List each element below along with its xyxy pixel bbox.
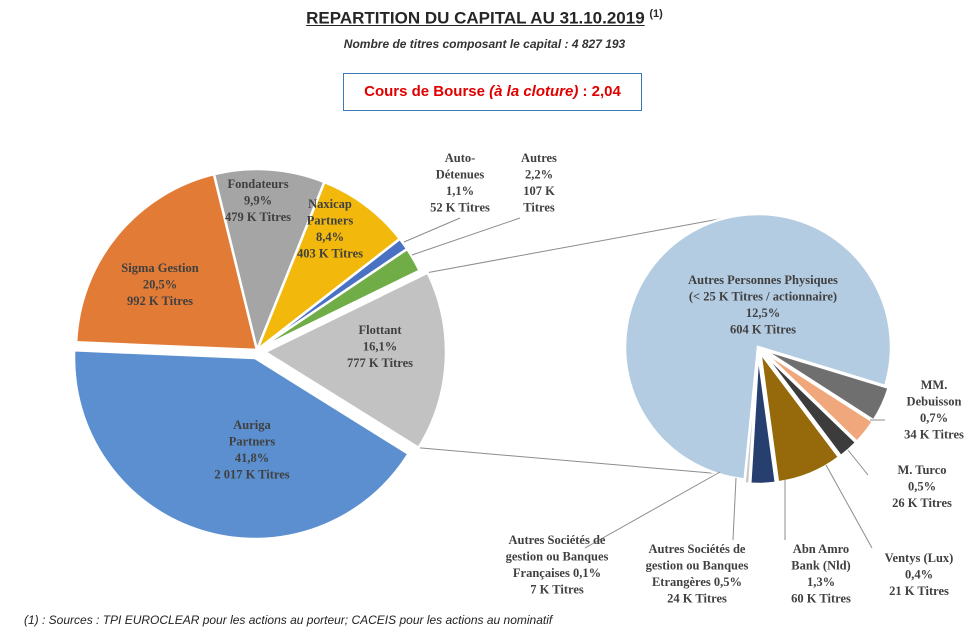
connector-lines xyxy=(418,214,740,474)
slice-label-autres-societes-de-gestion-ou-banques-francaises: Autres Sociétés de gestion ou Banques Fran… xyxy=(506,533,609,597)
slice-label-sigma-gestion: Sigma Gestion 20,5% 992 K Titres xyxy=(121,261,198,308)
chart-title-note: (1) xyxy=(649,8,663,20)
slice-label-auriga-partners: Auriga Partners 41,8% 2 017 K Titres xyxy=(214,418,289,482)
slice-label-line: Titres xyxy=(523,201,555,215)
slice-label-line: Détenues xyxy=(436,168,485,182)
slice-label-line: Auto- xyxy=(445,151,476,165)
pie-slice-abn-amro-bank-nld xyxy=(758,347,841,484)
chart-title-text: REPARTITION DU CAPITAL AU 31.10.2019 xyxy=(306,8,645,28)
slice-label-line: 60 K Titres xyxy=(791,592,851,606)
slice-label-line: Partners xyxy=(229,435,276,449)
stock-price-qualifier: (à la cloture) xyxy=(489,83,579,100)
slice-label-line: Debuisson xyxy=(907,395,962,409)
pie-slice-fondateurs xyxy=(212,167,327,355)
slice-label-line: Bank (Nld) xyxy=(791,559,850,573)
slice-label-line: (< 25 K Titres / actionnaire) xyxy=(689,290,837,304)
slice-label-line: 34 K Titres xyxy=(904,428,964,442)
stock-price-separator: : xyxy=(578,83,592,100)
slice-label-line: 41,8% xyxy=(235,451,269,465)
slice-label-line: Partners xyxy=(307,214,354,228)
detail-pie xyxy=(623,212,893,486)
leader-lines xyxy=(403,217,885,549)
slice-label-line: 52 K Titres xyxy=(430,201,490,215)
slice-label-line: Fondateurs xyxy=(227,177,288,191)
slice-label-line: 2,2% xyxy=(525,168,553,182)
chart-subtitle: Nombre de titres composant le capital : … xyxy=(343,37,626,51)
slice-label-line: Naxicap xyxy=(308,197,352,211)
slice-label-mm-debuisson: MM. Debuisson 0,7% 34 K Titres xyxy=(904,378,964,442)
slice-label-line: 21 K Titres xyxy=(889,584,949,598)
slice-label-auto-detenues: Auto- Détenues 1,1% 52 K Titres xyxy=(430,151,490,215)
slice-label-line: 992 K Titres xyxy=(127,294,193,308)
footnote: (1) : Sources : TPI EUROCLEAR pour les a… xyxy=(24,613,553,627)
slice-label-line: gestion ou Banques xyxy=(646,559,749,573)
slice-label-line: 16,1% xyxy=(363,340,397,354)
pie-slice-autres xyxy=(256,247,422,352)
slice-label-line: 0,4% xyxy=(905,568,933,582)
leader-line-etrangeres xyxy=(732,477,737,541)
slice-label-line: Sigma Gestion xyxy=(121,261,198,275)
slice-label-line: M. Turco xyxy=(897,463,946,477)
slice-label-line: gestion ou Banques xyxy=(506,550,609,564)
pie-slice-ventys-lux xyxy=(760,350,858,458)
slice-label-line: 107 K xyxy=(523,184,555,198)
pie-slice-sigma-gestion xyxy=(74,172,259,352)
slice-label-line: Autres Sociétés de xyxy=(509,533,606,547)
connector-line-bottom xyxy=(418,447,717,474)
main-pie xyxy=(72,167,448,541)
slice-label-line: Abn Amro xyxy=(793,542,849,556)
slice-label-line: 12,5% xyxy=(746,306,780,320)
leader-line-francaises xyxy=(584,471,721,549)
stock-price-box: Cours de Bourse (à la cloture) : 2,04 xyxy=(343,73,642,111)
slice-label-abn-amro-bank-nld: Abn Amro Bank (Nld) 1,3% 60 K Titres xyxy=(791,542,851,606)
slice-label-autres-personnes-physiques: Autres Personnes Physiques (< 25 K Titres… xyxy=(688,273,838,337)
slice-label-line: Flottant xyxy=(358,323,402,337)
slice-label-line: 604 K Titres xyxy=(730,323,796,337)
slice-label-line: 777 K Titres xyxy=(347,356,413,370)
slice-label-line: 1,1% xyxy=(446,184,474,198)
slice-label-line: 20,5% xyxy=(143,278,177,292)
slice-label-autres: Autres 2,2% 107 K Titres xyxy=(521,151,557,215)
slice-label-line: 24 K Titres xyxy=(667,592,727,606)
slice-label-line: 0,7% xyxy=(920,411,948,425)
pie-slice-naxicap-partners xyxy=(254,180,402,354)
slice-label-line: Autres xyxy=(521,151,557,165)
pie-slice-auriga-partners xyxy=(72,348,411,541)
slice-label-fondateurs: Fondateurs 9,9% 479 K Titres xyxy=(225,177,291,224)
slice-label-line: MM. xyxy=(921,378,948,392)
pie-slice-flottant xyxy=(262,270,448,450)
leader-line-ventys xyxy=(825,464,873,549)
slice-label-line: 1,3% xyxy=(807,575,835,589)
chart-title: REPARTITION DU CAPITAL AU 31.10.2019 (1) xyxy=(0,8,969,29)
slice-label-line: 2 017 K Titres xyxy=(214,468,289,482)
slice-label-naxicap-partners: Naxicap Partners 8,4% 403 K Titres xyxy=(297,197,363,261)
slice-label-line: 479 K Titres xyxy=(225,210,291,224)
connector-line-top xyxy=(427,214,740,274)
leader-line-autres xyxy=(411,217,521,256)
stock-price-value: 2,04 xyxy=(591,83,621,100)
slice-label-line: 7 K Titres xyxy=(530,583,584,597)
slice-label-ventys-lux: Ventys (Lux) 0,4% 21 K Titres xyxy=(885,551,954,598)
slice-label-autres-societes-de-gestion-ou-banques-etrangeres: Autres Sociétés de gestion ou Banques Etra… xyxy=(646,542,749,606)
slice-label-line: Autres Personnes Physiques xyxy=(688,273,838,287)
slice-label-line: 26 K Titres xyxy=(892,496,952,510)
pie-slice-autres-personnes-physiques xyxy=(623,212,893,481)
slice-label-line: Auriga xyxy=(233,418,271,432)
slice-labels: Auriga Partners 41,8% 2 017 K Titres Sigma G… xyxy=(121,151,964,606)
slice-label-flottant: Flottant 16,1% 777 K Titres xyxy=(347,323,413,370)
leader-line-auto-detenues xyxy=(403,217,461,243)
slice-label-line: Françaises 0,1% xyxy=(513,566,601,580)
stock-price-label: Cours de Bourse xyxy=(364,83,485,100)
slice-label-line: 8,4% xyxy=(316,230,344,244)
slice-label-line: 403 K Titres xyxy=(297,247,363,261)
slice-label-line: 0,5% xyxy=(908,480,936,494)
slice-label-line: Etrangères 0,5% xyxy=(652,575,742,589)
slice-label-line: Autres Sociétés de xyxy=(649,542,746,556)
slice-label-line: Ventys (Lux) xyxy=(885,551,954,565)
leader-line-turco xyxy=(847,449,869,476)
slice-label-m-turco: M. Turco 0,5% 26 K Titres xyxy=(892,463,952,510)
slice-label-line: 9,9% xyxy=(244,194,272,208)
